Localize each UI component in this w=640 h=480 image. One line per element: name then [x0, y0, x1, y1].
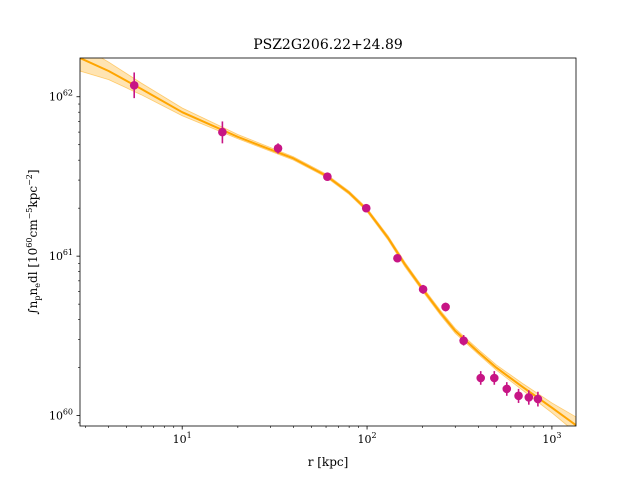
data-point	[524, 390, 534, 405]
model-curve	[80, 58, 576, 426]
y-label-n2: n	[26, 287, 40, 295]
point-marker	[524, 393, 534, 402]
y-label-p: p	[33, 295, 42, 300]
y-tick-label: 1061	[49, 248, 73, 263]
data-points	[129, 72, 543, 407]
model-line	[80, 58, 576, 426]
y-label-em5: −5	[25, 208, 34, 220]
plot-frame	[79, 57, 577, 427]
y-label-kpc: kpc	[26, 186, 40, 208]
point-marker	[323, 172, 332, 182]
svg-text:∫npnedl [1060cm−5kpc−2]: ∫npnedl [1060cm−5kpc−2]	[25, 169, 42, 314]
point-marker	[218, 127, 227, 137]
data-point	[459, 335, 468, 346]
x-tick-label: 103	[542, 431, 561, 446]
y-label-close: ]	[26, 169, 40, 174]
data-point	[476, 371, 486, 385]
data-point	[323, 172, 332, 182]
point-marker	[273, 143, 283, 153]
data-point	[490, 371, 499, 385]
point-marker	[418, 284, 428, 294]
x-axis-label: r [kpc]	[308, 455, 349, 469]
point-marker	[514, 391, 523, 401]
data-point	[502, 382, 512, 396]
point-marker	[129, 80, 139, 90]
data-point	[218, 121, 227, 144]
point-marker	[490, 373, 499, 383]
data-point	[418, 284, 428, 294]
point-marker	[361, 203, 371, 213]
point-marker	[533, 394, 543, 404]
data-point	[361, 203, 371, 213]
data-point	[441, 302, 450, 312]
y-label-e: e	[33, 283, 42, 288]
data-point	[273, 143, 283, 154]
point-marker	[441, 302, 450, 312]
point-marker	[393, 253, 402, 263]
model-band-area	[80, 58, 576, 426]
y-label-integral: ∫	[26, 308, 40, 315]
model-confidence-band	[80, 58, 576, 426]
y-axis-label: ∫npnedl [1060cm−5kpc−2]	[25, 169, 42, 314]
y-label-cm: cm	[26, 219, 40, 238]
axis-ticks: 101 102 103 1060 1061 1062	[49, 89, 561, 446]
chart-title: PSZ2G206.22+24.89	[253, 37, 403, 53]
y-label-n: n	[26, 300, 40, 308]
y-label-em2: −2	[25, 174, 34, 186]
y-label-e60: 60	[25, 238, 34, 248]
point-marker	[459, 336, 468, 345]
y-label-dl: dl [10	[26, 248, 40, 283]
data-point	[533, 391, 543, 407]
y-tick-label: 1062	[49, 89, 73, 104]
x-tick-label: 101	[173, 431, 192, 446]
y-tick-label: 1060	[49, 408, 73, 423]
data-point	[393, 253, 402, 263]
point-marker	[502, 384, 512, 394]
x-tick-label: 102	[358, 431, 377, 446]
data-point	[514, 388, 523, 403]
point-marker	[476, 373, 486, 383]
data-point	[129, 72, 139, 99]
